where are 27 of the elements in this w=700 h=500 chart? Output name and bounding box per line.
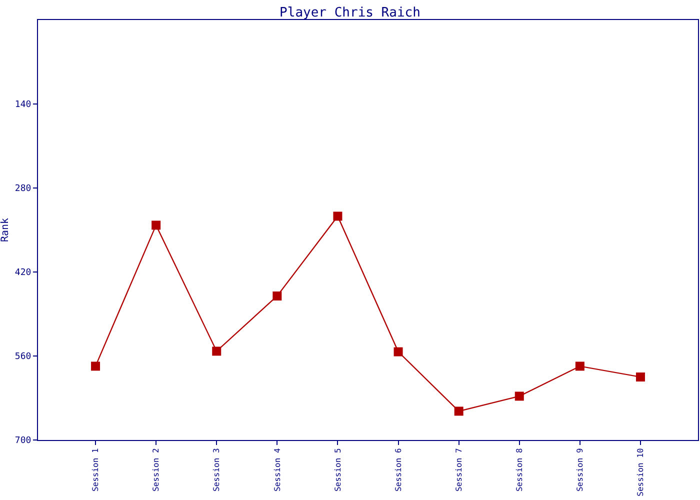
y-tick-label: 560 [14, 352, 32, 362]
x-tick-label: Session 6 [394, 448, 403, 492]
y-tick-label: 280 [14, 184, 32, 194]
y-axis-title: Rank [0, 218, 11, 242]
point [514, 392, 524, 401]
point [394, 347, 403, 356]
x-tick-label: Session 5 [333, 448, 342, 492]
point [152, 220, 161, 230]
y-tick-label: 420 [14, 268, 32, 278]
x-tick-label: Session 2 [152, 448, 161, 492]
point [636, 372, 645, 382]
x-tick-label: Session 4 [272, 448, 282, 492]
point [333, 212, 342, 221]
point [91, 362, 100, 371]
x-tick-label: Session 8 [514, 448, 524, 492]
y-tick-label: 700 [14, 436, 32, 446]
y-tick-label: 140 [14, 100, 32, 110]
x-tick-label: Session 10 [636, 448, 646, 496]
chart-title: Player Chris Raich [280, 6, 420, 21]
point [575, 362, 584, 371]
x-tick-label: Session 7 [454, 448, 464, 492]
x-tick-label: Session 9 [576, 448, 585, 492]
point [212, 346, 222, 356]
x-tick-label: Session 1 [91, 448, 100, 492]
x-tick-label: Session 3 [212, 448, 222, 492]
point [272, 292, 282, 300]
point [454, 406, 464, 416]
